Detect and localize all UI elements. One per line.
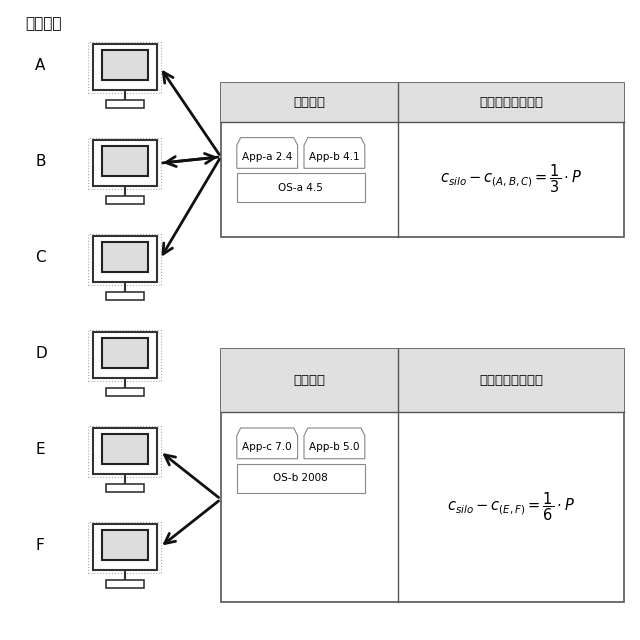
Text: $c_{silo} - c_{(A,B,C)} = \dfrac{1}{3} \cdot P$: $c_{silo} - c_{(A,B,C)} = \dfrac{1}{3} \… [440,163,582,195]
Bar [398,83,624,122]
Polygon shape [237,138,298,168]
Bar [93,140,157,186]
Bar [398,349,624,412]
Bar [221,83,398,122]
Bar [102,435,148,465]
Text: E: E [35,442,45,458]
Bar [106,388,144,396]
Bar [102,147,148,177]
Bar [88,234,161,285]
Bar [93,332,157,378]
Bar [88,522,161,573]
Text: OS-a 4.5: OS-a 4.5 [278,183,323,193]
Text: テナント: テナント [26,16,62,31]
Bar [93,44,157,90]
Bar [106,100,144,108]
Text: A: A [35,58,45,74]
Text: B: B [35,154,45,170]
Text: App-a 2.4: App-a 2.4 [242,152,292,162]
Text: 運用費用の削減量: 運用費用の削減量 [479,374,543,387]
Bar [93,428,157,474]
Bar [221,349,624,602]
Bar [221,83,624,237]
Bar [102,339,148,369]
Text: F: F [35,538,44,554]
Polygon shape [304,428,365,459]
Polygon shape [237,428,298,459]
Text: 類似資源: 類似資源 [294,374,326,387]
Text: 運用費用の削減量: 運用費用の削減量 [479,96,543,109]
Bar [106,580,144,588]
Bar [93,236,157,282]
Bar [88,138,161,189]
Text: App-b 5.0: App-b 5.0 [309,442,360,452]
Text: OS-b 2008: OS-b 2008 [273,473,328,483]
Bar [88,426,161,477]
Text: $c_{silo} - c_{(E,F)} = \dfrac{1}{6} \cdot P$: $c_{silo} - c_{(E,F)} = \dfrac{1}{6} \cd… [447,490,575,523]
Text: C: C [35,250,46,266]
Bar [237,173,365,202]
Bar [106,292,144,300]
Bar [102,51,148,81]
Bar [106,196,144,204]
Bar [106,484,144,492]
Text: 類似資源: 類似資源 [294,96,326,109]
Bar [88,42,161,93]
Text: App-b 4.1: App-b 4.1 [309,152,360,162]
Text: D: D [35,346,47,362]
Bar [102,531,148,561]
Bar [88,330,161,381]
Bar [93,524,157,570]
Bar [221,349,398,412]
Bar [102,243,148,273]
Bar [237,464,365,493]
Polygon shape [304,138,365,168]
Text: App-c 7.0: App-c 7.0 [243,442,292,452]
